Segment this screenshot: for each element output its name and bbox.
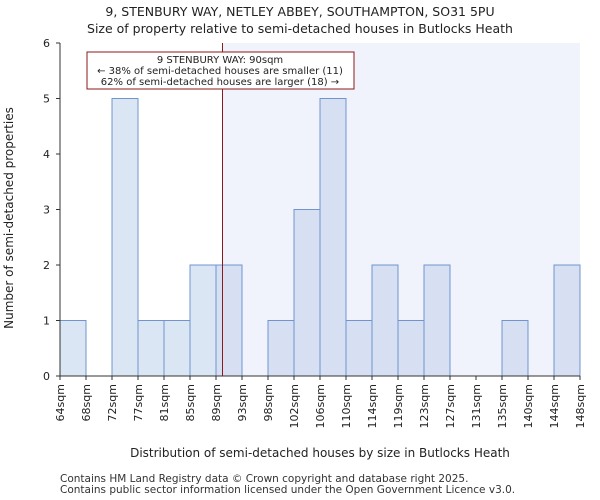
y-axis-label: Number of semi-detached properties bbox=[2, 107, 16, 329]
bar-102sqm bbox=[293, 209, 321, 377]
bar-98sqm bbox=[267, 320, 295, 377]
footer-licence: Contains public sector information licen… bbox=[60, 484, 516, 496]
x-tick-label-77sqm: 77sqm bbox=[132, 384, 145, 421]
x-tick-label-119sqm: 119sqm bbox=[392, 384, 405, 428]
x-tick-label-110sqm: 110sqm bbox=[340, 384, 353, 428]
bar-135sqm bbox=[501, 320, 529, 377]
x-tick-label-148sqm: 148sqm bbox=[574, 384, 587, 428]
bar-110sqm bbox=[345, 320, 373, 377]
chart-title: 9, STENBURY WAY, NETLEY ABBEY, SOUTHAMPT… bbox=[105, 4, 495, 19]
x-tick-label-89sqm: 89sqm bbox=[210, 384, 223, 421]
chart-subtitle: Size of property relative to semi-detach… bbox=[87, 21, 513, 36]
bar-144sqm bbox=[553, 264, 581, 377]
x-tick-label-140sqm: 140sqm bbox=[522, 384, 535, 428]
x-tick-label-127sqm: 127sqm bbox=[444, 384, 457, 428]
x-tick-label-135sqm: 135sqm bbox=[496, 384, 509, 428]
x-tick-label-114sqm: 114sqm bbox=[366, 384, 379, 428]
y-tick-label-1: 1 bbox=[43, 315, 50, 328]
bar-64sqm bbox=[59, 320, 87, 377]
bar-89sqm bbox=[215, 264, 243, 377]
bar-85sqm bbox=[189, 264, 217, 377]
x-tick-label-93sqm: 93sqm bbox=[236, 384, 249, 421]
bar-123sqm bbox=[423, 264, 451, 377]
y-tick-label-6: 6 bbox=[43, 37, 50, 50]
x-tick-label-131sqm: 131sqm bbox=[470, 384, 483, 428]
x-tick-label-81sqm: 81sqm bbox=[158, 384, 171, 421]
annotation-line-2: ← 38% of semi-detached houses are smalle… bbox=[97, 66, 343, 77]
bar-114sqm bbox=[371, 264, 399, 377]
annotation-box bbox=[86, 51, 355, 90]
bar-81sqm bbox=[163, 320, 191, 377]
x-tick-label-85sqm: 85sqm bbox=[184, 384, 197, 421]
x-tick-label-123sqm: 123sqm bbox=[418, 384, 431, 428]
footer-copyright: Contains HM Land Registry data © Crown c… bbox=[60, 473, 469, 485]
y-tick-label-4: 4 bbox=[43, 148, 50, 161]
annotation-line-3: 62% of semi-detached houses are larger (… bbox=[101, 77, 339, 88]
x-tick-label-98sqm: 98sqm bbox=[262, 384, 275, 421]
bar-119sqm bbox=[397, 320, 425, 377]
histogram-chart: 0 1 2 3 4 5 6 64sqm 68sqm 72sqm 77sqm 81sqm 85sqm 89s… bbox=[2, 37, 587, 460]
x-tick-label-72sqm: 72sqm bbox=[106, 384, 119, 421]
y-tick-label-0: 0 bbox=[43, 370, 50, 383]
x-tick-label-68sqm: 68sqm bbox=[80, 384, 93, 421]
bar-106sqm bbox=[319, 98, 347, 377]
bar-77sqm bbox=[137, 320, 165, 377]
x-tick-label-144sqm: 144sqm bbox=[548, 384, 561, 428]
x-tick-label-106sqm: 106sqm bbox=[314, 384, 327, 428]
annotation-line-1: 9 STENBURY WAY: 90sqm bbox=[157, 55, 283, 66]
y-tick-label-3: 3 bbox=[43, 204, 50, 217]
x-axis-label: Distribution of semi-detached houses by … bbox=[130, 446, 510, 460]
bar-72sqm bbox=[111, 98, 139, 377]
y-tick-label-2: 2 bbox=[43, 259, 50, 272]
x-tick-label-102sqm: 102sqm bbox=[288, 384, 301, 428]
y-tick-label-5: 5 bbox=[43, 93, 50, 106]
x-tick-label-64sqm: 64sqm bbox=[54, 384, 67, 421]
